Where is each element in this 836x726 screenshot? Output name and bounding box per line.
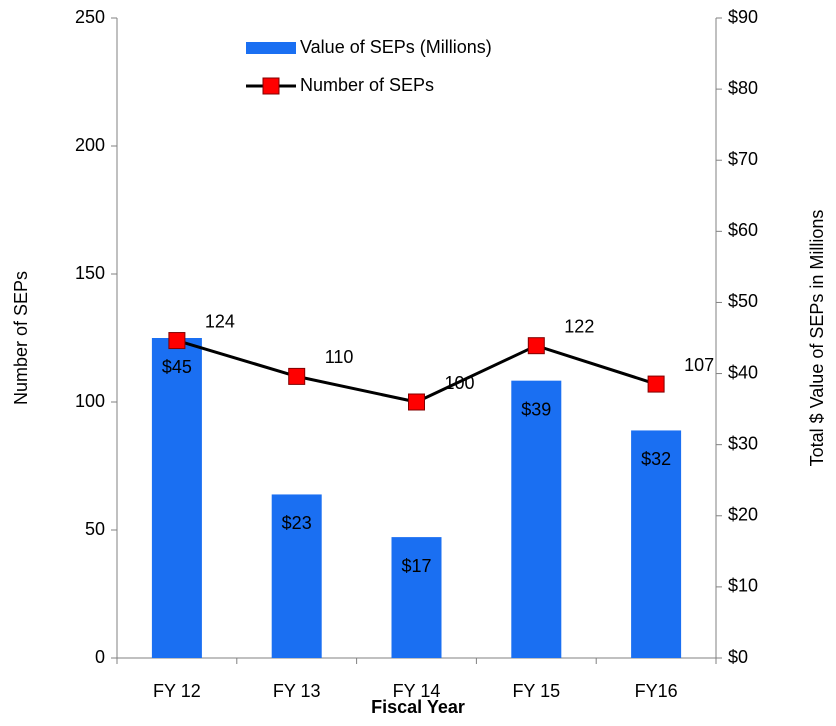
bar-value-label: $32 bbox=[641, 449, 671, 469]
legend-swatch bbox=[246, 42, 296, 54]
line-value-label: 124 bbox=[205, 311, 235, 331]
marker bbox=[288, 367, 306, 385]
bar bbox=[271, 494, 322, 658]
marker bbox=[527, 337, 545, 355]
y2-tick-label: $40 bbox=[728, 362, 758, 382]
y-tick-label: 150 bbox=[75, 263, 105, 283]
y-tick-label: 0 bbox=[95, 647, 105, 667]
y2-tick-label: $30 bbox=[728, 433, 758, 453]
x-tick-label: FY 12 bbox=[153, 681, 201, 701]
marker bbox=[408, 393, 425, 411]
y-tick-label: 100 bbox=[75, 391, 105, 411]
x-tick-label: FY16 bbox=[635, 681, 678, 701]
bar bbox=[151, 338, 202, 658]
y2-tick-label: $80 bbox=[728, 78, 758, 98]
x-tick-label: FY 14 bbox=[393, 681, 441, 701]
y-axis-title: Number of SEPs bbox=[11, 271, 31, 405]
y-tick-label: 250 bbox=[75, 7, 105, 27]
bar bbox=[511, 380, 562, 658]
bar bbox=[631, 430, 682, 658]
line-value-label: 107 bbox=[684, 355, 714, 375]
line-value-label: 122 bbox=[564, 316, 594, 336]
bar bbox=[391, 537, 442, 658]
legend-label: Number of SEPs bbox=[300, 75, 434, 95]
y2-tick-label: $90 bbox=[728, 7, 758, 27]
y2-tick-label: $50 bbox=[728, 291, 758, 311]
line-value-label: 100 bbox=[445, 373, 475, 393]
legend-label: Value of SEPs (Millions) bbox=[300, 37, 492, 57]
y2-axis-title: Total $ Value of SEPs in Millions bbox=[807, 210, 827, 467]
bar-value-label: $45 bbox=[162, 357, 192, 377]
line-value-label: 110 bbox=[325, 347, 354, 367]
y2-tick-label: $10 bbox=[728, 576, 758, 596]
y2-tick-label: $70 bbox=[728, 149, 758, 169]
marker bbox=[647, 375, 665, 393]
y-tick-label: 50 bbox=[85, 519, 105, 539]
y2-tick-label: $60 bbox=[728, 220, 758, 240]
x-axis-title: Fiscal Year bbox=[371, 697, 465, 717]
y2-tick-label: $0 bbox=[728, 647, 748, 667]
x-tick-label: FY 13 bbox=[273, 681, 321, 701]
marker bbox=[168, 332, 186, 350]
bar-value-label: $39 bbox=[521, 399, 551, 419]
y-tick-label: 200 bbox=[75, 135, 105, 155]
y2-tick-label: $20 bbox=[728, 505, 758, 525]
legend-marker bbox=[262, 77, 280, 95]
bar-value-label: $23 bbox=[282, 513, 312, 533]
x-tick-label: FY 15 bbox=[512, 681, 560, 701]
line bbox=[176, 339, 657, 404]
bar-value-label: $17 bbox=[401, 556, 431, 576]
